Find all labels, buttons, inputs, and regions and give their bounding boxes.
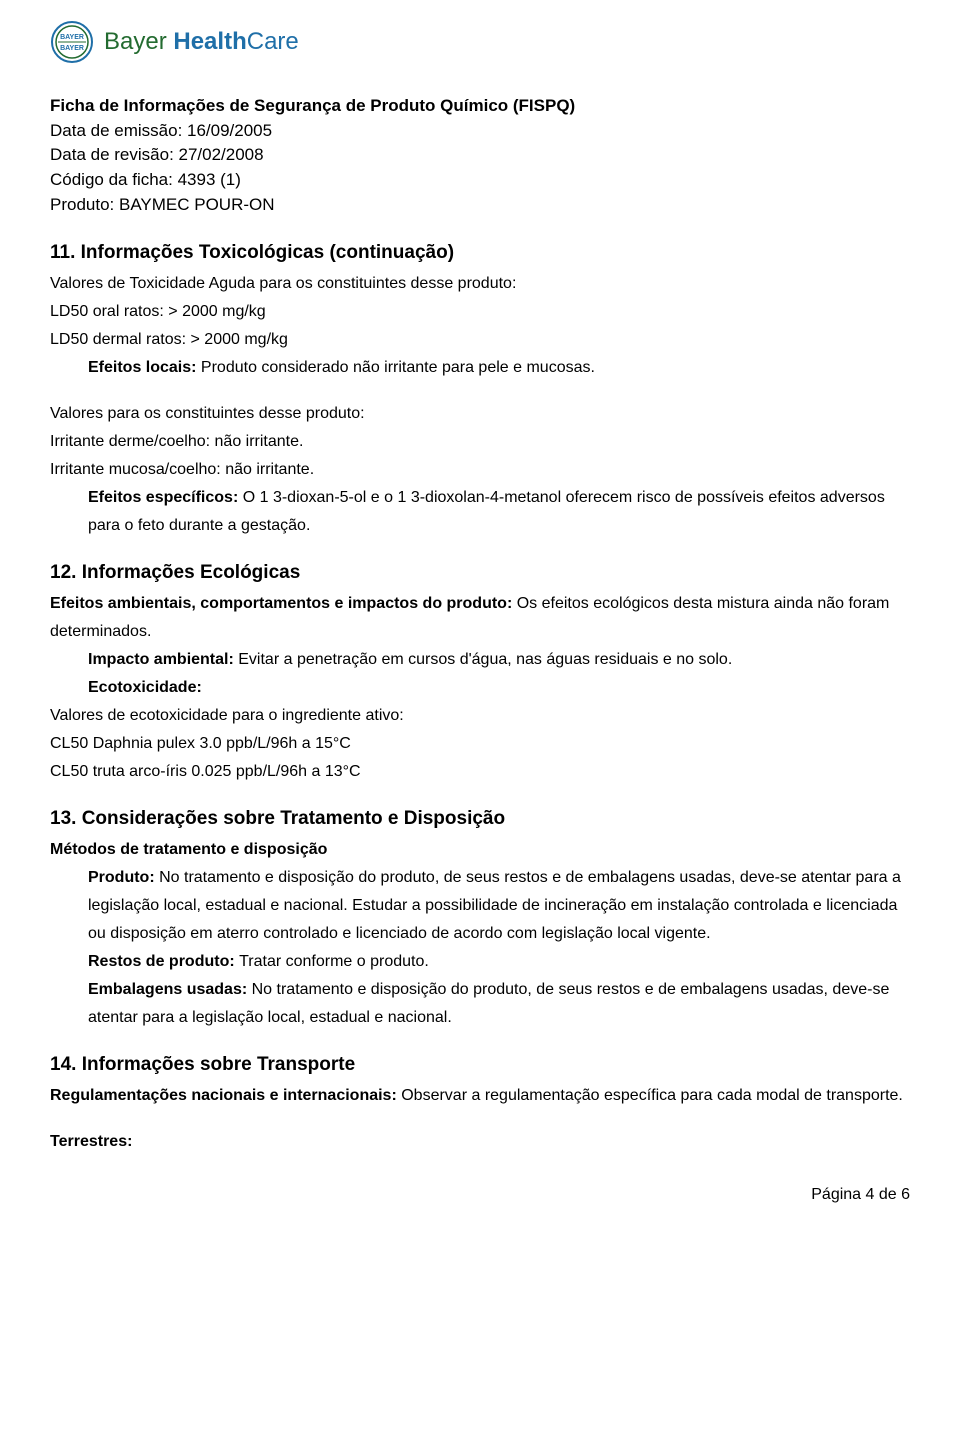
logo-health-label: Health (173, 28, 246, 55)
terrestres-label: Terrestres: (50, 1128, 910, 1156)
svg-text:BAYER: BAYER (60, 34, 84, 41)
treatment-methods: Métodos de tratamento e disposição (50, 836, 910, 864)
section-11-title: 11. Informações Toxicológicas (continuaç… (50, 242, 910, 264)
tox-values-intro: Valores de Toxicidade Aguda para os cons… (50, 270, 910, 298)
ecotoxicity-label: Ecotoxicidade: (88, 674, 910, 702)
section-12-block: Efeitos ambientais, comportamentos e imp… (50, 590, 910, 786)
regulations-text: Observar a regulamentação específica par… (401, 1087, 903, 1104)
ld50-oral: LD50 oral ratos: > 2000 mg/kg (50, 298, 910, 326)
product-name: Produto: BAYMEC POUR-ON (50, 193, 910, 218)
logo-bayer-label: Bayer (104, 28, 173, 55)
local-effects-text: Produto considerado não irritante para p… (201, 359, 595, 376)
revision-date: Data de revisão: 27/02/2008 (50, 143, 910, 168)
document-title: Ficha de Informações de Segurança de Pro… (50, 94, 910, 119)
environmental-effects: Efeitos ambientais, comportamentos e imp… (50, 590, 910, 646)
residues-text: Tratar conforme o produto. (239, 953, 429, 970)
env-effects-label: Efeitos ambientais, comportamentos e imp… (50, 595, 517, 612)
specific-effects: Efeitos específicos: O 1 3-dioxan-5-ol e… (88, 484, 910, 540)
section-14-block: Regulamentações nacionais e internaciona… (50, 1082, 910, 1110)
ecotox-truta: CL50 truta arco-íris 0.025 ppb/L/96h a 1… (50, 758, 910, 786)
section-13-block: Métodos de tratamento e disposição Produ… (50, 836, 910, 1032)
bayer-logo-icon: BAYER BAYER (50, 20, 94, 64)
irritant-mucosa: Irritante mucosa/coelho: não irritante. (50, 456, 910, 484)
env-impact-label: Impacto ambiental: (88, 651, 238, 668)
local-effects: Efeitos locais: Produto considerado não … (88, 354, 910, 382)
env-impact-text: Evitar a penetração em cursos d'água, na… (238, 651, 732, 668)
logo-text: Bayer HealthCare (104, 28, 299, 56)
logo-area: BAYER BAYER Bayer HealthCare (50, 20, 910, 64)
irritant-derme: Irritante derme/coelho: não irritante. (50, 428, 910, 456)
ecotox-daphnia: CL50 Daphnia pulex 3.0 ppb/L/96h a 15°C (50, 730, 910, 758)
ld50-dermal: LD50 dermal ratos: > 2000 mg/kg (50, 326, 910, 354)
page-footer: Página 4 de 6 (50, 1186, 910, 1204)
section-11-block-b: Valores para os constituintes desse prod… (50, 400, 910, 540)
logo-care-label: Care (247, 28, 299, 55)
constituent-values: Valores para os constituintes desse prod… (50, 400, 910, 428)
used-packaging: Embalagens usadas: No tratamento e dispo… (88, 976, 910, 1032)
document-page: BAYER BAYER Bayer HealthCare Ficha de In… (0, 0, 960, 1234)
section-14-title: 14. Informações sobre Transporte (50, 1054, 910, 1076)
document-header: Ficha de Informações de Segurança de Pro… (50, 94, 910, 217)
svg-text:BAYER: BAYER (60, 45, 84, 52)
product-disposal-label: Produto: (88, 869, 159, 886)
emission-date: Data de emissão: 16/09/2005 (50, 119, 910, 144)
residues-label: Restos de produto: (88, 953, 239, 970)
regulations-label: Regulamentações nacionais e internaciona… (50, 1087, 401, 1104)
packaging-label: Embalagens usadas: (88, 981, 252, 998)
product-disposal-text: No tratamento e disposição do produto, d… (88, 869, 901, 942)
specific-effects-label: Efeitos específicos: (88, 489, 243, 506)
section-11-block-a: Valores de Toxicidade Aguda para os cons… (50, 270, 910, 382)
section-12-title: 12. Informações Ecológicas (50, 562, 910, 584)
local-effects-label: Efeitos locais: (88, 359, 201, 376)
product-disposal: Produto: No tratamento e disposição do p… (88, 864, 910, 948)
ecotox-intro: Valores de ecotoxicidade para o ingredie… (50, 702, 910, 730)
transport-regulations: Regulamentações nacionais e internaciona… (50, 1082, 910, 1110)
environmental-impact: Impacto ambiental: Evitar a penetração e… (88, 646, 910, 674)
product-residues: Restos de produto: Tratar conforme o pro… (88, 948, 910, 976)
section-13-title: 13. Considerações sobre Tratamento e Dis… (50, 808, 910, 830)
sheet-code: Código da ficha: 4393 (1) (50, 168, 910, 193)
